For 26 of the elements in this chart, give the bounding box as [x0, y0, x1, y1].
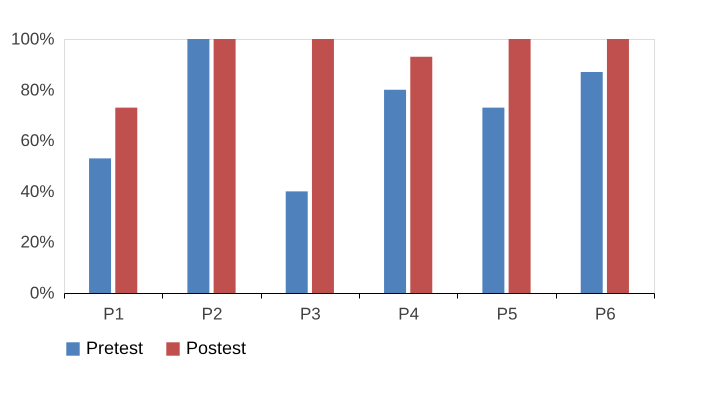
bar: [508, 39, 531, 293]
legend-label: Pretest: [86, 338, 144, 358]
bar: [187, 39, 210, 293]
x-tick-label: P5: [496, 304, 518, 324]
legend-label: Postest: [186, 338, 246, 358]
x-tick-label: P6: [594, 304, 616, 324]
bar: [384, 90, 406, 293]
bar: [410, 56, 432, 293]
y-tick-label: 80%: [20, 80, 54, 100]
x-tick-label: P2: [202, 304, 222, 324]
bar: [312, 39, 334, 293]
bar: [606, 39, 629, 293]
bar: [482, 108, 504, 293]
bar: [286, 191, 308, 293]
y-tick-label: 60%: [20, 131, 54, 150]
y-tick-label: 40%: [20, 182, 54, 201]
y-tick-label: 100%: [11, 30, 54, 48]
bar: [214, 39, 236, 293]
bar: [89, 158, 112, 293]
x-tick-label: P3: [300, 304, 321, 324]
bar: [115, 108, 138, 293]
y-tick-label: 20%: [20, 232, 54, 252]
x-tick-label: P1: [103, 304, 124, 324]
y-tick-label: 0%: [30, 284, 54, 302]
bar: [580, 72, 603, 293]
x-tick-label: P4: [398, 304, 420, 324]
